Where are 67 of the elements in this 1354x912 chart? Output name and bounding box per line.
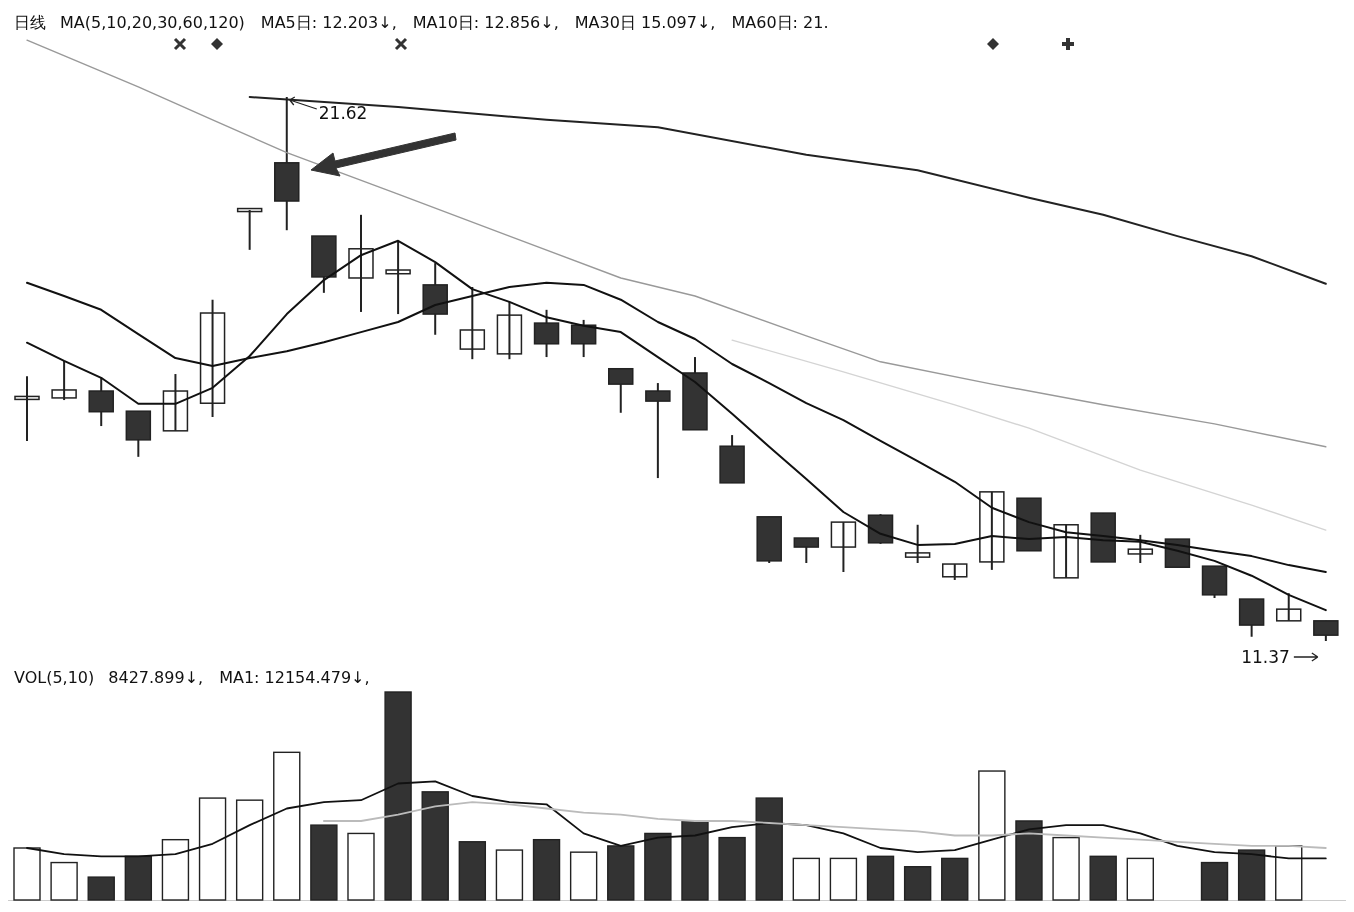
text: MA60日: 21. (731, 13, 829, 32)
candlestick (830, 521, 857, 573)
bar (87, 876, 115, 901)
candlestick (608, 367, 634, 414)
bar (792, 857, 821, 901)
candlestick (162, 373, 189, 432)
bar (1275, 845, 1303, 901)
candlestick (348, 213, 374, 313)
bar (347, 832, 375, 901)
bar (495, 849, 524, 901)
candlestick (533, 308, 560, 359)
candlestick (51, 359, 77, 402)
candlestick (385, 239, 411, 316)
bar (1200, 861, 1229, 901)
candlestick (570, 318, 597, 359)
bar (532, 838, 561, 901)
bar (161, 838, 190, 901)
text: 8427.899↓, (108, 668, 204, 687)
bar (1052, 836, 1080, 901)
bar (384, 691, 412, 901)
bar (718, 836, 746, 901)
candlestick (14, 375, 40, 442)
candlestick (1313, 619, 1339, 642)
bar (1126, 857, 1154, 901)
bar (829, 857, 858, 901)
bar (198, 797, 227, 901)
bar (866, 855, 895, 901)
bar (235, 799, 264, 901)
bar (273, 751, 301, 901)
candlestick (793, 537, 820, 564)
bar (50, 861, 78, 901)
bar (1015, 820, 1043, 901)
bar (755, 797, 783, 901)
candlestick (459, 286, 486, 361)
candlestick (904, 523, 931, 564)
bar (681, 820, 709, 901)
candlestick (1275, 592, 1302, 622)
text: MA30日 15.097↓, (574, 13, 716, 32)
candlestick (88, 376, 114, 428)
bar (941, 857, 969, 901)
text: 11.37 (1241, 647, 1290, 667)
candlestick (199, 298, 226, 419)
bar (310, 824, 338, 901)
text: MA1: 12154.479↓, (219, 668, 370, 687)
chart-title: VOL(5,10) (14, 668, 95, 687)
candlestick (979, 490, 1005, 571)
bar (644, 832, 672, 901)
bar (978, 770, 1006, 901)
chart-subtitle: MA(5,10,20,30,60,120) (60, 13, 245, 32)
bar (1089, 855, 1117, 901)
chart-title: 日线 (14, 13, 46, 32)
candlestick (645, 382, 671, 480)
bar (1237, 849, 1266, 901)
candlestick (236, 207, 263, 251)
bar (421, 791, 449, 901)
bar (569, 851, 598, 901)
candlestick (1053, 523, 1079, 579)
candlestick (496, 300, 523, 361)
bar (124, 855, 153, 901)
bar (607, 845, 635, 901)
bar (903, 866, 932, 901)
bar (458, 841, 487, 901)
text: MA5日: 12.203↓, (260, 13, 397, 32)
bar (13, 847, 41, 901)
annotation: 21.62 (318, 103, 368, 123)
candlestick (1127, 533, 1154, 564)
text: MA10日: 12.856↓, (412, 13, 559, 32)
